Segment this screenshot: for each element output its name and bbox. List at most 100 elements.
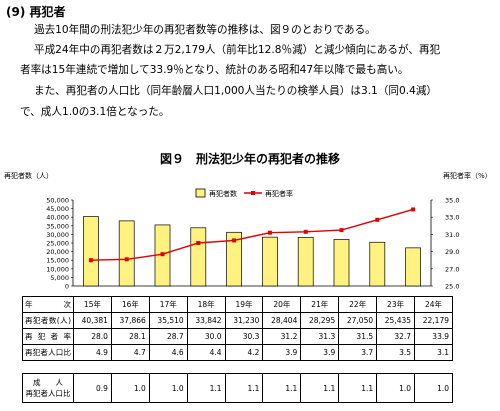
- section-heading: 再犯者: [29, 5, 66, 19]
- table-cell: 1.1: [262, 373, 302, 403]
- y-axis-left-label: 再犯者数（人）: [4, 172, 53, 180]
- chart-legend: 再犯者数 再犯者率: [195, 188, 293, 198]
- rate-point: [339, 228, 344, 233]
- table-cell: 1.0: [376, 373, 416, 403]
- table-cell: 30.0: [186, 328, 226, 345]
- table-cell: 1.1: [186, 373, 226, 403]
- rate-point: [267, 230, 272, 235]
- table-row: 再犯者数(人) 40,381 37,866 35,510 33,842 31,2…: [22, 312, 453, 329]
- y-left-tick-label: 20,000: [46, 248, 69, 256]
- table-cell: 3.9: [262, 344, 302, 361]
- table-cell: 28,295: [300, 312, 340, 329]
- y-left-tick-label: 40,000: [46, 214, 69, 222]
- table-year: 20年: [262, 296, 302, 313]
- table-row: 再犯者人口比 4.9 4.7 4.6 4.4 4.2 3.9 3.9 3.7 3…: [22, 344, 453, 361]
- table-cell: 1.0: [110, 373, 150, 403]
- table-cell: 0.9: [73, 373, 112, 403]
- table-header-label: 年 次: [22, 296, 74, 313]
- bar: [297, 236, 314, 287]
- bar: [190, 227, 207, 287]
- paragraph-line-3: 者率は15年連続で増加して33.9％となり、統計のある昭和47年以降で最も高い。: [20, 64, 409, 76]
- paragraph-line-1: 過去10年間の刑法犯少年の再犯者数等の推移は、図９のとおりである。: [34, 24, 376, 36]
- table-cell: 1.0: [148, 373, 188, 403]
- legend-line-marker: [251, 191, 255, 195]
- bar: [118, 220, 135, 287]
- table-cell: 22,179: [414, 312, 453, 329]
- table-cell: 1.1: [300, 373, 340, 403]
- paragraph-line-2: 平成24年中の再犯者数は２万2,179人（前年比12.8％減）と減少傾向にあるが…: [34, 44, 441, 56]
- table-cell: 31.5: [338, 328, 378, 345]
- rate-point: [232, 238, 237, 243]
- figure-title: 図９ 刑法犯少年の再犯者の推移: [159, 152, 340, 166]
- table-year: 22年: [338, 296, 378, 313]
- y-left-tick-label: 30,000: [46, 231, 69, 239]
- table-cell: 33,842: [186, 312, 226, 329]
- y-left-tick-label: 5,000: [50, 274, 69, 282]
- table-cell: 3.5: [376, 344, 416, 361]
- table-cell: 28.1: [110, 328, 150, 345]
- table-cell: 32.7: [376, 328, 416, 345]
- table-cell: 3.1: [414, 344, 453, 361]
- section-title: (9) 再犯者: [6, 3, 66, 20]
- bar: [83, 216, 99, 287]
- section-number: (9): [6, 5, 26, 19]
- combo-chart: 再犯者数 再犯者率 50,00045,00040,00035,00030,000…: [46, 188, 459, 291]
- table-year: 17年: [148, 296, 188, 313]
- bar: [405, 247, 421, 287]
- table-cell: 37,866: [110, 312, 150, 329]
- table-year: 16年: [110, 296, 150, 313]
- table-cell: 27,050: [338, 312, 378, 329]
- row-label: 再犯者数(人): [22, 312, 74, 329]
- rate-point: [124, 257, 129, 262]
- y-right-tick-label: 31.0: [445, 231, 459, 239]
- data-table: 年 次 15年 16年 17年 18年 19年 20年 21年 22年 23年 …: [22, 296, 453, 361]
- legend-line-label: 再犯者率: [265, 189, 293, 198]
- table-cell: 31.3: [300, 328, 340, 345]
- bar: [333, 239, 350, 287]
- table-header-row: 年 次 15年 16年 17年 18年 19年 20年 21年 22年 23年 …: [22, 296, 453, 313]
- bar: [369, 241, 386, 287]
- table-cell: 28.7: [148, 328, 188, 345]
- y-left-tick-label: 45,000: [46, 205, 69, 213]
- y-right-tick-label: 27.0: [445, 265, 459, 273]
- adult-label-line-2: 再犯者人口比: [25, 389, 71, 398]
- table-year: 19年: [224, 296, 264, 313]
- rate-point: [196, 241, 201, 245]
- table-cell: 25,435: [376, 312, 416, 329]
- table-cell: 4.6: [148, 344, 188, 361]
- rate-point: [160, 252, 165, 257]
- table-cell: 40,381: [73, 312, 112, 329]
- table-cell: 3.7: [338, 344, 378, 361]
- y-right-tick-label: 33.0: [445, 214, 459, 222]
- paragraph-line-4: また、再犯者の人口比（同年齢層人口1,000人当たりの検挙人員）は3.1（同0.…: [34, 85, 438, 97]
- y-right-tick-label: 25.0: [445, 283, 459, 291]
- y-left-tick-label: 35,000: [46, 222, 69, 230]
- bar: [262, 236, 278, 287]
- y-left-tick-label: 25,000: [46, 240, 69, 248]
- legend-bar-label: 再犯者数: [209, 189, 237, 198]
- table-cell: 31.2: [262, 328, 302, 345]
- table-year: 15年: [73, 296, 112, 313]
- rate-line: [90, 208, 414, 261]
- rate-point: [88, 258, 93, 263]
- table-cell: 4.4: [186, 344, 226, 361]
- table-cell: 1.1: [338, 373, 378, 403]
- y-axis-right-label: 再犯者率（%）: [443, 172, 492, 180]
- row-label: 再犯者人口比: [22, 344, 74, 361]
- y-right-tick-label: 35.0: [445, 197, 459, 205]
- y-left-tick-label: 10,000: [46, 265, 69, 273]
- rate-point: [303, 229, 308, 234]
- table-cell: 30.3: [224, 328, 264, 345]
- adult-row-label: 成 人 再犯者人口比: [22, 373, 74, 403]
- table-cell: 35,510: [148, 312, 188, 329]
- table-cell: 4.7: [110, 344, 150, 361]
- adult-label-line-1: 成 人: [33, 378, 63, 387]
- table-year: 18年: [186, 296, 226, 313]
- table-cell: 31,230: [224, 312, 264, 329]
- table-cell: 4.9: [73, 344, 112, 361]
- y-right-tick-label: 29.0: [445, 248, 459, 256]
- y-left-tick-label: 15,000: [46, 257, 69, 265]
- table-cell: 28,404: [262, 312, 302, 329]
- bar: [226, 231, 242, 287]
- table-cell: 1.0: [414, 373, 453, 403]
